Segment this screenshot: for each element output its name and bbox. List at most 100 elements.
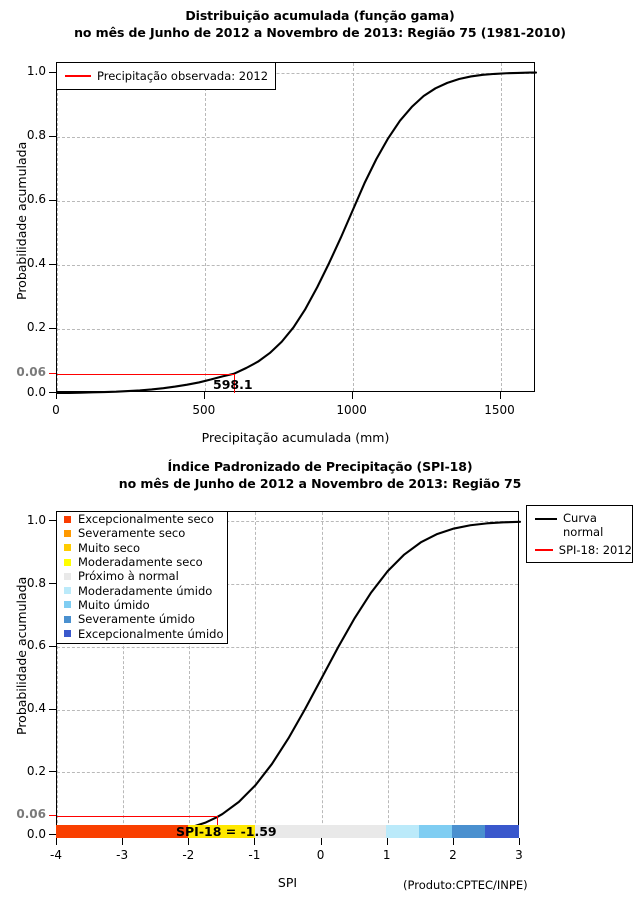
chart1-gridline-x-1000 [352, 63, 354, 391]
chart1-ytick-0.2 [49, 327, 56, 329]
black-line-icon [535, 518, 557, 520]
chart1-xlabel-1500: 1500 [484, 403, 515, 417]
chart1-xtick-1000 [351, 392, 353, 399]
chart2-ylabel-0.2: 0.2 [26, 764, 46, 778]
chart2-xlabel-3: 3 [515, 848, 523, 862]
chart2-category-legend: Excepcionalmente seco Severamente seco M… [56, 511, 228, 644]
chart2-xtick--1 [254, 838, 256, 845]
chart2-title: Índice Padronizado de Precipitação (SPI-… [167, 459, 473, 474]
chart2-ylabel-0.4: 0.4 [26, 701, 46, 715]
legend-item-moderadamente-seco: Moderadamente seco [57, 555, 227, 569]
chart2-gridline-x--1 [255, 512, 257, 833]
swatch-icon-excepcionalmente-umido [64, 630, 71, 638]
chart1-gridline-y-0.8 [57, 136, 534, 138]
cbar-seg-proximo-a-normal [255, 825, 387, 838]
chart1-ytick-0.06 [49, 372, 56, 374]
cbar-seg-excepcionalmente-seco [56, 825, 189, 838]
chart2-series-legend: Curva normal SPI-18: 2012 [526, 505, 633, 563]
chart2-panel: Probabilidade acumulada [0, 450, 640, 900]
chart2-ytick-0.0 [49, 834, 56, 835]
chart2-gridline-y-0.4 [57, 709, 518, 711]
chart2-xlabel--4: -4 [50, 848, 62, 862]
cbar-seg-excepcionalmente-umido [485, 825, 519, 838]
product-credit: (Produto:CPTEC/INPE) [403, 878, 528, 892]
chart2-legend-label-curva-2: normal [563, 525, 604, 539]
cbar-seg-moderadamente-umido [386, 825, 420, 838]
chart1-gridline-x-500 [204, 63, 206, 391]
swatch-icon-moderadamente-seco [64, 558, 71, 566]
chart2-ytick-0.06 [49, 815, 56, 817]
chart1-xlabel-1000: 1000 [336, 403, 367, 417]
legend-item-moderadamente-umido: Moderadamente úmido [57, 583, 227, 598]
swatch-icon-excepcionalmente-seco [64, 515, 71, 523]
chart1-legend: Precipitação observada: 2012 [56, 62, 276, 90]
chart1-legend-label-observed: Precipitação observada: 2012 [97, 69, 269, 83]
legend-label-6: Muito úmido [78, 597, 150, 612]
legend-label-4: Próximo à normal [78, 569, 179, 584]
chart1-title: Distribuição acumulada (função gama) [185, 8, 455, 23]
cbar-seg-severamente-umido [452, 825, 486, 838]
chart1-ylabel-0.8: 0.8 [26, 128, 46, 142]
chart1-x-axis-title: Precipitação acumulada (mm) [201, 430, 390, 445]
legend-item-proximo-a-normal: Próximo à normal [57, 569, 227, 583]
legend-item-muito-umido: Muito úmido [57, 598, 227, 612]
chart2-xtick--3 [122, 838, 124, 845]
cbar-seg-muito-umido [419, 825, 453, 838]
chart2-gridline-x--2 [189, 512, 191, 833]
chart1-panel: Probabilidade acumulada [14, 62, 538, 445]
chart1-ytick-1.0 [49, 71, 56, 73]
chart2-xlabel--2: -2 [182, 848, 195, 862]
chart2-xtick-2 [452, 838, 454, 845]
chart2-gridline-y-0.6 [57, 646, 518, 648]
chart2-gridline-y-0.8 [57, 584, 518, 586]
legend-label-5: Moderadamente úmido [78, 583, 213, 598]
chart1-xtick-1500 [499, 392, 501, 399]
chart2-legend-label-curva-1: Curva [563, 511, 597, 525]
chart1-gridline-y-0.2 [57, 328, 534, 330]
chart2-plot-area [55, 511, 522, 837]
chart1-ytick-0.6 [49, 199, 56, 201]
legend-item-muito-seco: Muito seco [57, 541, 227, 555]
chart2-ylabel-1.0: 1.0 [26, 513, 46, 527]
chart2-spi-prob-line [57, 816, 217, 818]
chart2-x-axis-title: SPI [277, 875, 298, 890]
chart1-ytick-0.0 [49, 392, 56, 393]
swatch-icon-moderadamente-umido [64, 587, 71, 595]
legend-label-3: Moderadamente seco [78, 555, 203, 570]
chart2-legend-item-spi: SPI-18: 2012 [527, 543, 632, 557]
chart2-gridline-x--4 [57, 512, 58, 833]
swatch-icon-muito-seco [64, 544, 71, 552]
spi-classification-bar [56, 825, 519, 838]
chart2-ylabel-0.06: 0.06 [16, 807, 46, 821]
swatch-icon-severamente-umido [64, 615, 71, 623]
chart2-xlabel--3: -3 [116, 848, 129, 862]
chart2-xtick--4 [56, 838, 57, 845]
chart1-observed-prob-line [57, 373, 234, 375]
legend-label-7: Severamente úmido [78, 612, 195, 627]
chart1-xlabel-0: 0 [52, 403, 60, 417]
chart1-gridline-y-0.6 [57, 200, 534, 202]
chart1-ylabel-0.06: 0.06 [16, 365, 46, 379]
chart2-ytick-0.4 [49, 708, 56, 710]
chart2-gridline-x--3 [123, 512, 125, 833]
cbar-seg-moderadamente-seco [188, 825, 256, 838]
chart2-ytick-0.2 [49, 771, 56, 773]
chart1-observed-precip-label: 598.1 [213, 377, 253, 392]
chart2-xtick-3 [519, 838, 520, 845]
chart1-ylabel-0.2: 0.2 [26, 320, 46, 334]
legend-item-excepcionalmente-seco: Excepcionalmente seco [57, 512, 227, 526]
chart2-ytick-0.8 [49, 583, 56, 585]
chart1-ylabel-0.6: 0.6 [26, 192, 46, 206]
chart1-ylabel-0.0: 0.0 [26, 385, 46, 399]
chart1-curve [55, 71, 538, 395]
chart2-ytick-1.0 [49, 520, 56, 522]
chart2-xtick-0 [320, 838, 322, 845]
legend-item-excepcionalmente-umido: Excepcionalmente úmido [57, 626, 227, 641]
chart1-ytick-0.4 [49, 263, 56, 265]
chart2-subtitle: no mês de Junho de 2012 a Novembro de 20… [118, 476, 522, 491]
chart1-ylabel-0.4: 0.4 [26, 256, 46, 270]
chart1-plot-area [55, 62, 538, 395]
chart2-gridline-y-0.2 [57, 772, 518, 774]
chart2-xtick-1 [386, 838, 388, 845]
